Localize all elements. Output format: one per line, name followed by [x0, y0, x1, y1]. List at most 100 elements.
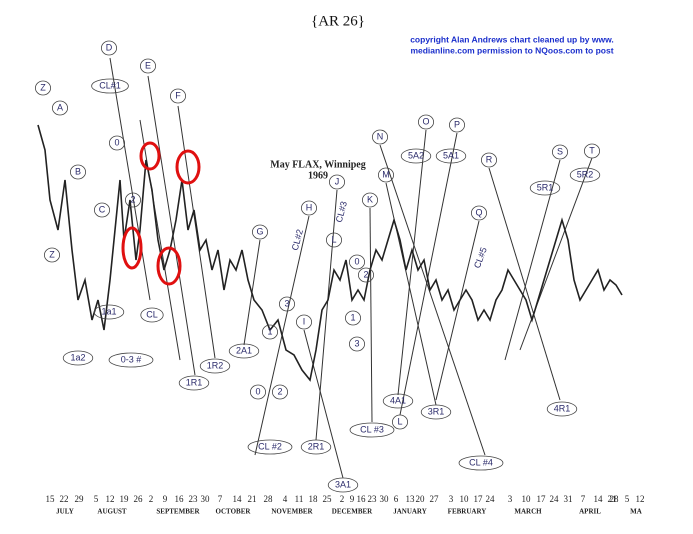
page-title: {AR 26} — [311, 13, 365, 29]
label-balloon — [584, 143, 601, 159]
annotation-label: CL#5 — [472, 246, 489, 270]
annotation-label: 5A1 — [443, 150, 459, 160]
label-balloon — [52, 100, 69, 116]
highlight-circles — [121, 141, 201, 286]
trend-lines — [109, 57, 593, 479]
x-month-label: AUGUST — [97, 508, 127, 516]
annotation-label: CL #4 — [469, 457, 493, 467]
annotation-label: 3R1 — [428, 406, 445, 416]
trend-line — [435, 220, 480, 401]
annotation-label: 0 — [354, 256, 359, 266]
label-balloon — [391, 414, 408, 430]
label-balloon — [349, 422, 395, 438]
annotation-label: 1R2 — [207, 360, 224, 370]
highlight-circle — [175, 149, 201, 185]
label-balloon — [108, 352, 154, 368]
x-day-label: 7 — [581, 494, 586, 504]
highlight-circle — [156, 246, 182, 286]
x-month-label: NOVEMBER — [271, 508, 313, 516]
trend-line — [109, 57, 151, 301]
x-day-label: 19 — [120, 494, 130, 504]
label-balloon — [552, 144, 569, 160]
label-balloon — [327, 477, 359, 493]
label-balloon — [261, 324, 278, 340]
x-day-label: 15 — [46, 494, 56, 504]
trend-line — [303, 329, 344, 479]
annotation-label: Z — [49, 249, 55, 259]
annotation-label: P — [454, 119, 460, 129]
annotation-label: L — [397, 416, 402, 426]
x-month-label: SEPTEMBER — [156, 508, 200, 516]
x-day-label: 26 — [134, 494, 144, 504]
label-balloon — [125, 192, 142, 208]
label-balloon — [35, 80, 52, 96]
annotation-label: E — [145, 60, 151, 70]
annotation-label: T — [589, 145, 595, 155]
label-balloon — [325, 232, 342, 248]
x-day-label: 21 — [248, 494, 257, 504]
x-day-label: 4 — [283, 494, 288, 504]
label-balloon — [62, 350, 94, 366]
annotation-label: CL — [146, 309, 158, 319]
annotation-label: G — [256, 226, 263, 236]
x-day-label: 21 — [608, 494, 617, 504]
annotation-label: Z — [40, 82, 46, 92]
annotation-label: O — [422, 116, 429, 126]
label-balloon — [328, 174, 345, 190]
annotation-label: 0-3 # — [121, 354, 142, 364]
chart-title: May FLAX, Winnipeg — [270, 159, 365, 170]
x-day-label: 23 — [368, 494, 378, 504]
x-day-label: 10 — [460, 494, 470, 504]
annotation-label: M — [382, 169, 390, 179]
x-day-label: 20 — [416, 494, 426, 504]
label-balloon — [357, 267, 374, 283]
x-month-label: MA — [630, 508, 642, 516]
label-balloon — [420, 404, 452, 420]
chart-year: 1969 — [308, 170, 328, 181]
label-balloon — [199, 358, 231, 374]
annotation-label: 2 — [130, 194, 135, 204]
annotation-label: B — [75, 166, 81, 176]
x-month-label: APRIL — [579, 508, 601, 516]
annotation-label: 3 — [284, 298, 289, 308]
label-balloon — [480, 152, 497, 168]
x-month-label: MARCH — [514, 508, 542, 516]
annotation-label: 2A1 — [236, 345, 252, 355]
x-day-label: 9 — [163, 494, 168, 504]
credit-line: copyright Alan Andrews chart cleaned up … — [410, 34, 614, 44]
x-day-label: 12 — [106, 494, 115, 504]
x-day-label: 23 — [189, 494, 199, 504]
trend-line — [385, 182, 437, 406]
trend-line — [315, 189, 338, 441]
label-balloon — [382, 393, 414, 409]
trend-line — [504, 159, 561, 361]
label-balloon — [448, 117, 465, 133]
annotation-label: N — [377, 131, 384, 141]
annotation-label: 2 — [363, 269, 368, 279]
trend-line — [379, 144, 486, 456]
trend-line — [147, 75, 196, 376]
credit-line: medianline.com permission to NQoos.com t… — [410, 45, 613, 55]
annotation-label: 4R1 — [554, 403, 571, 413]
label-balloon — [44, 247, 61, 263]
label-balloon — [348, 254, 365, 270]
label-balloon — [529, 180, 561, 196]
annotation-label: L — [331, 234, 336, 244]
label-balloon — [101, 40, 118, 56]
x-day-label: 17 — [537, 494, 547, 504]
x-day-label: 24 — [550, 494, 560, 504]
annotation-label: CL#1 — [99, 80, 121, 90]
label-balloon — [300, 439, 332, 455]
x-day-label: 2 — [340, 494, 345, 504]
label-balloon — [569, 167, 601, 183]
x-day-label: 10 — [522, 494, 532, 504]
x-day-label: 14 — [233, 494, 243, 504]
x-day-label: 31 — [564, 494, 573, 504]
x-day-label: 22 — [60, 494, 69, 504]
label-balloon — [249, 384, 266, 400]
x-month-label: DECEMBER — [332, 508, 373, 516]
label-balloon — [247, 439, 293, 455]
annotation-label: 5R2 — [577, 169, 594, 179]
x-day-label: 12 — [636, 494, 645, 504]
x-day-label: 14 — [594, 494, 604, 504]
